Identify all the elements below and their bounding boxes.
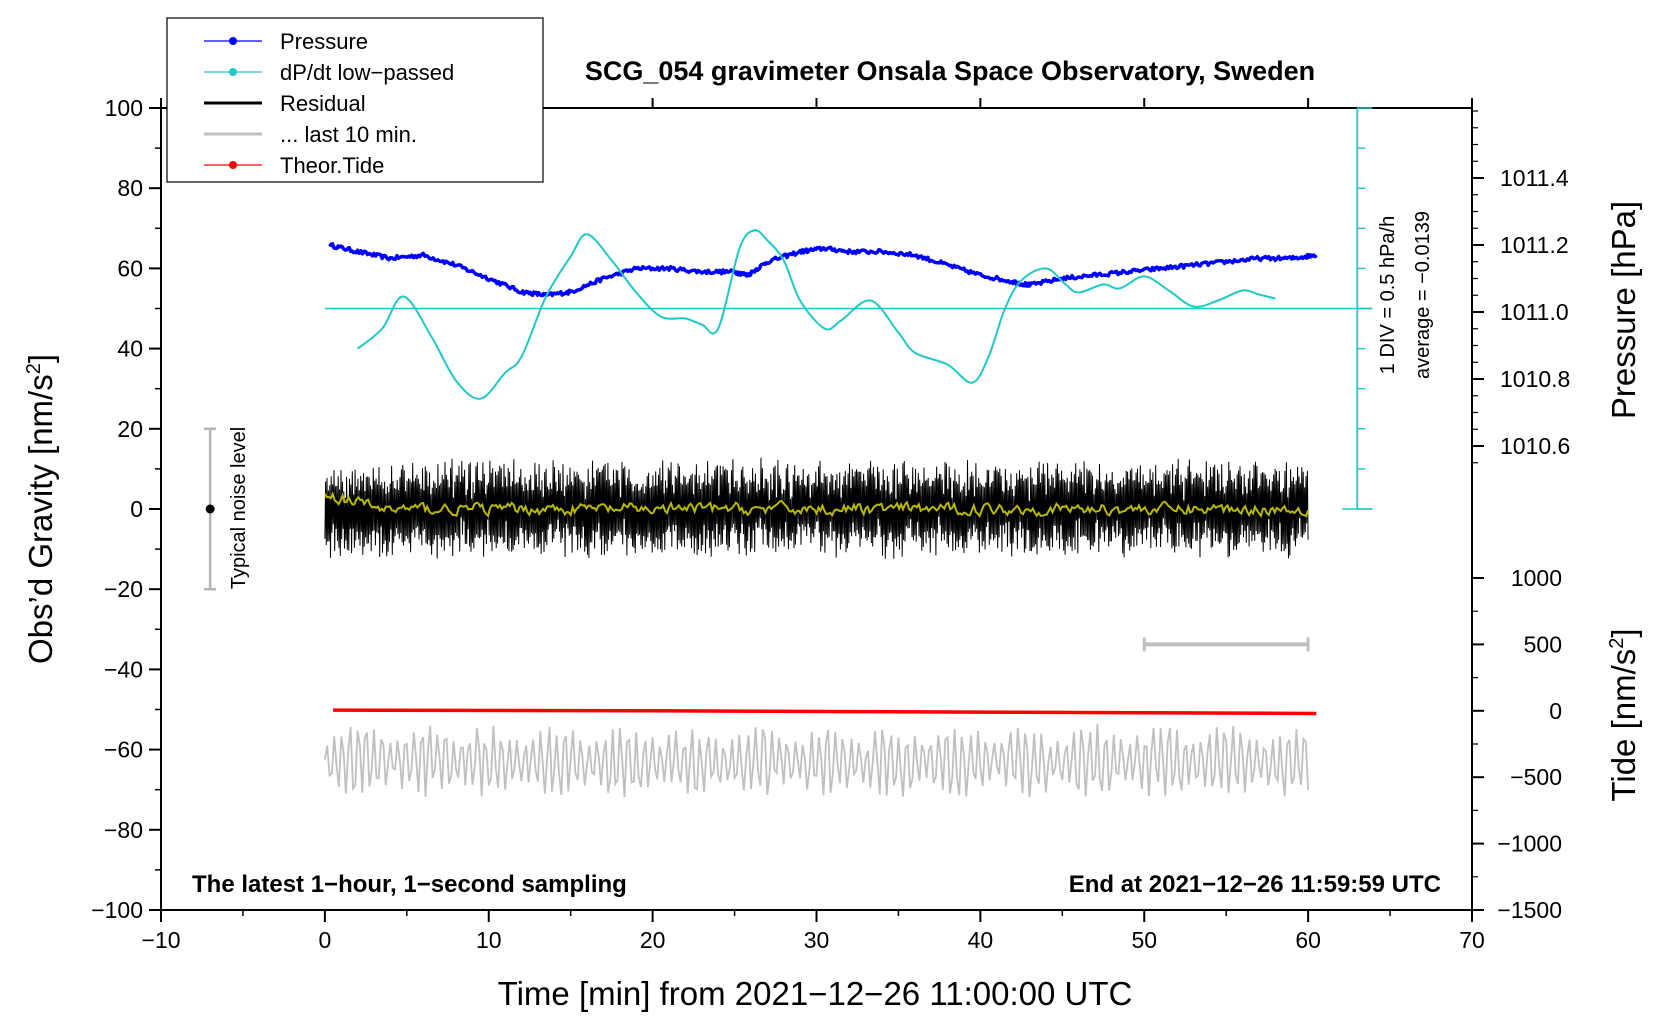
x-tick-label: 10 <box>476 927 502 953</box>
y-tick-label-left: 40 <box>117 336 143 362</box>
tide-tick-label: −1000 <box>1497 831 1562 857</box>
y-axis-title-pressure: Pressure [hPa] <box>1605 201 1642 419</box>
footer-right-note: End at 2021−12−26 11:59:59 UTC <box>1069 871 1441 898</box>
legend-label: ... last 10 min. <box>280 122 417 147</box>
x-axis-title: Time [min] from 2021−12−26 11:00:00 UTC <box>498 975 1133 1012</box>
y-tick-label-left: −40 <box>104 656 143 682</box>
y-tick-label-left: 80 <box>117 175 143 201</box>
y-tick-label-left: −100 <box>91 897 143 923</box>
x-tick-label: 20 <box>640 927 666 953</box>
series-residual-smoothed <box>324 491 1310 518</box>
y-tick-label-left: 20 <box>117 416 143 442</box>
pressure-tick-label: 1011.2 <box>1500 232 1569 258</box>
x-tick-label: −10 <box>141 927 180 953</box>
y-axis-title-tide-sup: 2 <box>1606 638 1628 649</box>
average-label: average = −0.0139 <box>1412 211 1434 379</box>
legend-marker <box>229 68 237 76</box>
y-tick-label-left: 60 <box>117 255 143 281</box>
y-axis-title-left-end: ] <box>22 354 59 363</box>
y-axis-title-left-sup: 2 <box>23 363 45 374</box>
legend-label: Theor.Tide <box>280 153 384 178</box>
tide-tick-label: 0 <box>1549 698 1562 724</box>
footer-left-note: The latest 1−hour, 1−second sampling <box>192 871 627 898</box>
y-tick-label-left: 0 <box>130 496 143 522</box>
series-last-10-min <box>324 724 1309 798</box>
legend-label: Residual <box>280 91 366 116</box>
tide-tick-label: −500 <box>1510 764 1562 790</box>
legend-marker <box>229 37 237 45</box>
tide-tick-label: −1500 <box>1497 897 1562 923</box>
y-axis-title-left-main: Obs’d Gravity [nm/s <box>22 374 59 664</box>
series-dp-dt-low-passed <box>356 229 1276 400</box>
noise-level-dot <box>205 504 215 514</box>
legend-label: dP/dt low−passed <box>280 60 454 85</box>
pressure-tick-label: 1011.4 <box>1500 165 1569 191</box>
y-tick-label-left: −20 <box>104 576 143 602</box>
pressure-tick-label: 1010.8 <box>1500 366 1570 392</box>
legend-box <box>166 17 544 183</box>
pressure-tick-label: 1011.0 <box>1500 299 1569 325</box>
x-tick-label: 50 <box>1131 927 1157 953</box>
x-tick-label: 40 <box>968 927 994 953</box>
y-tick-label-left: −60 <box>104 737 143 763</box>
x-tick-label: 60 <box>1295 927 1321 953</box>
y-tick-label-left: 100 <box>105 95 143 121</box>
chart-title: SCG_054 gravimeter Onsala Space Observat… <box>585 56 1315 86</box>
x-tick-label: 70 <box>1459 927 1485 953</box>
legend-marker <box>229 161 237 169</box>
pressure-tick-label: 1010.6 <box>1500 433 1570 459</box>
y-axis-title-tide-main: Tide [nm/s <box>1605 649 1642 802</box>
tide-tick-label: 1000 <box>1511 565 1562 591</box>
div-scale-label: 1 DIV = 0.5 hPa/h <box>1377 216 1399 374</box>
legend-label: Pressure <box>280 29 368 54</box>
y-axis-title-tide-end: ] <box>1605 628 1642 637</box>
series-residual <box>324 457 1309 559</box>
y-axis-title-tide: Tide [nm/s2] <box>1605 628 1642 801</box>
tide-tick-label: 500 <box>1524 631 1562 657</box>
series-theor-tide <box>333 708 1317 716</box>
series-pressure <box>328 242 1318 298</box>
y-tick-label-left: −80 <box>104 817 143 843</box>
y-axis-title-left: Obs’d Gravity [nm/s2] <box>22 354 59 664</box>
noise-level-label: Typical noise level <box>228 427 250 589</box>
x-tick-label: 0 <box>318 927 331 953</box>
x-tick-label: 30 <box>804 927 830 953</box>
